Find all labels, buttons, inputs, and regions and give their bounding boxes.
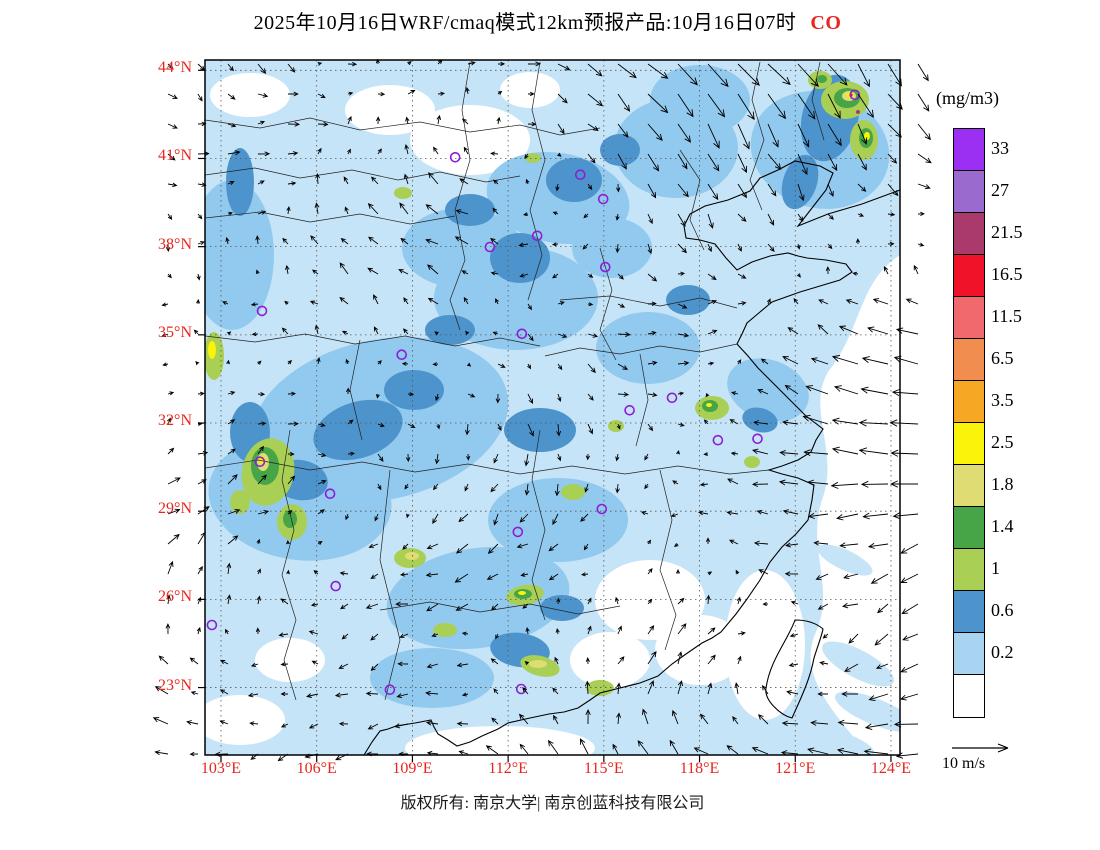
station-markers xyxy=(206,89,861,696)
legend-band xyxy=(954,507,984,549)
legend-band xyxy=(954,213,984,255)
station-marker xyxy=(396,349,408,361)
legend-level: 2.5 xyxy=(991,432,1014,452)
legend-band xyxy=(954,633,984,675)
station-marker xyxy=(206,619,218,631)
legend-band xyxy=(954,675,984,717)
co-concentration-field xyxy=(205,60,900,755)
station-marker xyxy=(512,526,524,538)
legend-band xyxy=(954,465,984,507)
legend-band xyxy=(954,297,984,339)
station-marker xyxy=(599,261,611,273)
legend-level: 1.8 xyxy=(991,474,1014,494)
lat-label: 38°N xyxy=(158,235,192,253)
legend-unit: (mg/m3) xyxy=(936,88,999,108)
station-marker xyxy=(330,580,342,592)
wind-scale-arrow xyxy=(952,743,1009,753)
legend-level: 33 xyxy=(991,138,1009,158)
lat-label: 41°N xyxy=(158,147,192,165)
station-marker xyxy=(574,169,586,180)
station-marker xyxy=(484,241,496,253)
station-marker xyxy=(324,488,336,500)
co-hotspots xyxy=(205,71,878,696)
lon-label: 124°E xyxy=(870,760,912,777)
legend-level: 27 xyxy=(991,180,1009,200)
legend-band xyxy=(954,549,984,591)
legend-level: 0.6 xyxy=(991,600,1014,620)
legend-band xyxy=(954,171,984,213)
lon-label: 115°E xyxy=(584,760,624,777)
wind-scale-label: 10 m/s xyxy=(942,755,986,772)
legend-band xyxy=(954,423,984,465)
station-marker xyxy=(712,434,724,446)
legend-level: 11.5 xyxy=(991,306,1022,326)
station-marker xyxy=(666,392,678,404)
station-marker xyxy=(449,152,461,163)
province-borders xyxy=(205,61,825,701)
legend-level: 6.5 xyxy=(991,348,1014,368)
station-marker xyxy=(597,193,609,205)
station-marker xyxy=(752,433,763,445)
station-marker xyxy=(624,404,635,416)
station-marker xyxy=(254,456,266,468)
axis-ticks xyxy=(198,69,892,762)
legend-level: 1 xyxy=(991,558,1000,578)
coastline xyxy=(363,160,900,755)
station-marker xyxy=(596,503,608,515)
lon-label: 121°E xyxy=(775,760,816,777)
station-marker xyxy=(516,328,528,340)
lon-label: 109°E xyxy=(392,760,433,777)
color-legend: 33 27 21.5 16.5 11.5 6.5 3.5 2.5 1.8 1.4 1 0.6 0.2 xyxy=(953,128,1023,718)
legend-level: 16.5 xyxy=(991,264,1023,284)
species-label: CO xyxy=(810,12,842,34)
wind-vectors xyxy=(152,58,932,762)
lon-label: 103°E xyxy=(200,760,242,777)
lat-label: 29°N xyxy=(158,500,192,518)
legend-band xyxy=(954,129,984,171)
legend-level: 0.2 xyxy=(991,642,1014,662)
lat-label: 26°N xyxy=(158,588,192,606)
taiwan-island xyxy=(765,619,824,719)
station-marker xyxy=(531,230,543,242)
legend-level: 3.5 xyxy=(991,390,1014,410)
legend-band xyxy=(954,255,984,297)
legend-bands xyxy=(953,128,985,718)
legend-level: 1.4 xyxy=(991,516,1014,536)
station-marker xyxy=(849,89,861,101)
legend-band xyxy=(954,381,984,423)
lat-label: 23°N xyxy=(158,676,192,694)
lat-label: 32°N xyxy=(158,412,192,430)
lat-label: 35°N xyxy=(158,323,192,341)
copyright-footer: 版权所有: 南京大学| 南京创蓝科技有限公司 xyxy=(400,795,705,812)
title-text: 2025年10月16日WRF/cmaq模式12km预报产品:10月16日07时 xyxy=(253,12,797,34)
lat-label: 44°N xyxy=(158,59,192,77)
map-border xyxy=(204,59,901,756)
figure-title: 2025年10月16日WRF/cmaq模式12km预报产品:10月16日07时 C… xyxy=(0,6,1095,35)
lon-label: 106°E xyxy=(296,760,337,777)
station-marker xyxy=(256,305,268,317)
legend-band xyxy=(954,339,984,381)
legend-level: 21.5 xyxy=(991,222,1023,242)
station-marker xyxy=(384,684,396,696)
lon-label: 112°E xyxy=(488,760,528,777)
legend-band xyxy=(954,591,984,633)
lon-label: 118°E xyxy=(679,760,720,777)
